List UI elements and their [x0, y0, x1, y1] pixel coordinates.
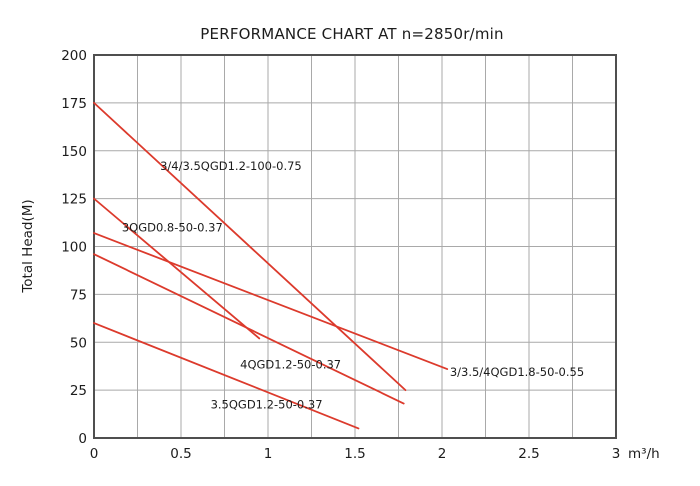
- series-layer: [93, 101, 449, 430]
- curve-label: 3.5QGD1.2-50-0.37: [211, 397, 323, 411]
- pump-curve: [93, 232, 449, 370]
- pump-curve: [93, 197, 261, 340]
- chart-title: PERFORMANCE CHART AT n=2850r/min: [200, 25, 503, 43]
- y-tick-label: 200: [61, 48, 87, 64]
- y-tick-label: 0: [78, 431, 87, 447]
- y-tick-label: 150: [61, 144, 87, 160]
- curve-label-layer: 3/4/3.5QGD1.2-100-0.75 3QGD0.8-50-0.37 3/3…: [122, 159, 584, 411]
- x-tick-label: 2.5: [518, 446, 539, 462]
- pump-curve: [93, 253, 405, 405]
- y-tick-label: 175: [61, 96, 87, 112]
- y-tick-label: 125: [61, 192, 87, 208]
- curve-label: 3QGD0.8-50-0.37: [122, 220, 223, 234]
- x-tick-label: 0: [90, 446, 99, 462]
- pump-curve: [93, 322, 360, 430]
- y-tick-label: 50: [70, 335, 87, 351]
- plot-border: [93, 54, 617, 439]
- x-tick-label: 0.5: [170, 446, 191, 462]
- y-tick-label: 25: [70, 383, 87, 399]
- curve-label: 3/3.5/4QGD1.8-50-0.55: [450, 365, 584, 379]
- y-axis-title: Total Head(M): [20, 199, 36, 293]
- grid-layer: [94, 55, 616, 438]
- x-tick-label: 1.5: [344, 446, 365, 462]
- curve-label: 3/4/3.5QGD1.2-100-0.75: [160, 159, 302, 173]
- x-tick-label: 2: [438, 446, 447, 462]
- x-tick-label: 3: [612, 446, 621, 462]
- tick-layer: 0 0.5 1 1.5 2 2.5 3 0 25 50 75 100 125 150 175 200: [61, 48, 620, 462]
- curve-label: 4QGD1.2-50-0.37: [240, 357, 341, 371]
- x-axis-unit: m³/h: [628, 446, 660, 462]
- y-tick-label: 100: [61, 240, 87, 256]
- x-tick-label: 1: [264, 446, 273, 462]
- pump-curve: [93, 101, 407, 392]
- y-tick-label: 75: [70, 287, 87, 303]
